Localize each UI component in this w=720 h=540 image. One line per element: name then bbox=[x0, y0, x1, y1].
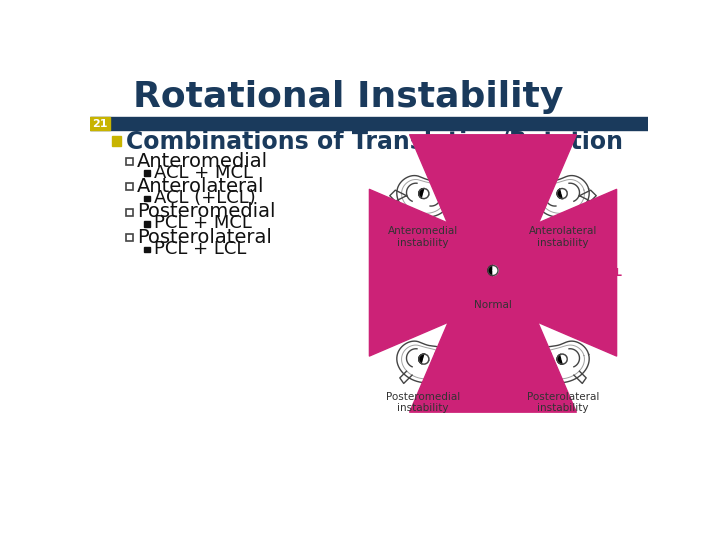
Bar bbox=[144, 247, 150, 252]
Wedge shape bbox=[419, 354, 425, 364]
Text: PCL + MCL: PCL + MCL bbox=[153, 214, 251, 232]
Bar bbox=[126, 184, 132, 190]
Bar bbox=[126, 234, 132, 241]
Wedge shape bbox=[557, 189, 564, 199]
Bar bbox=[144, 195, 150, 201]
Wedge shape bbox=[424, 354, 429, 360]
Bar bbox=[90, 117, 648, 130]
Text: Posterolateral: Posterolateral bbox=[138, 228, 272, 247]
Text: Posteromedial
instability: Posteromedial instability bbox=[386, 392, 460, 413]
Bar bbox=[126, 209, 132, 215]
Text: Rotational Instability: Rotational Instability bbox=[132, 80, 563, 114]
Text: POSTERIOR: POSTERIOR bbox=[459, 336, 526, 347]
Text: PCL + LCL: PCL + LCL bbox=[153, 240, 246, 258]
Text: 21: 21 bbox=[92, 119, 108, 129]
Wedge shape bbox=[488, 266, 493, 275]
Wedge shape bbox=[423, 193, 428, 199]
Bar bbox=[144, 221, 150, 226]
Wedge shape bbox=[493, 271, 498, 275]
Text: Posterolateral
instability: Posterolateral instability bbox=[526, 392, 599, 413]
Text: Combinations of Translation/Rotation: Combinations of Translation/Rotation bbox=[126, 129, 623, 153]
Text: Anteromedial: Anteromedial bbox=[138, 152, 269, 171]
Text: ANTERIOR: ANTERIOR bbox=[463, 200, 523, 211]
Wedge shape bbox=[419, 188, 425, 198]
Text: Anteromedial
instability: Anteromedial instability bbox=[388, 226, 459, 248]
Wedge shape bbox=[424, 189, 429, 195]
Text: ACL + MCL: ACL + MCL bbox=[153, 164, 253, 181]
Bar bbox=[126, 158, 132, 165]
Text: Anterolateral: Anterolateral bbox=[138, 177, 265, 196]
Wedge shape bbox=[561, 188, 567, 193]
Text: Anterolateral
instability: Anterolateral instability bbox=[528, 226, 597, 248]
Bar bbox=[144, 170, 150, 176]
Text: LATERAL: LATERAL bbox=[571, 268, 622, 278]
Wedge shape bbox=[562, 192, 567, 198]
Text: ACL (+LCL): ACL (+LCL) bbox=[153, 189, 256, 207]
Wedge shape bbox=[493, 266, 498, 271]
Bar bbox=[90, 117, 110, 130]
Bar bbox=[112, 137, 121, 146]
Text: Normal: Normal bbox=[474, 300, 512, 310]
Wedge shape bbox=[562, 358, 567, 364]
Text: MEDIAL: MEDIAL bbox=[401, 268, 446, 278]
Wedge shape bbox=[561, 354, 567, 359]
Wedge shape bbox=[423, 359, 428, 364]
Wedge shape bbox=[557, 354, 564, 364]
Text: Posteromedial: Posteromedial bbox=[138, 202, 276, 221]
